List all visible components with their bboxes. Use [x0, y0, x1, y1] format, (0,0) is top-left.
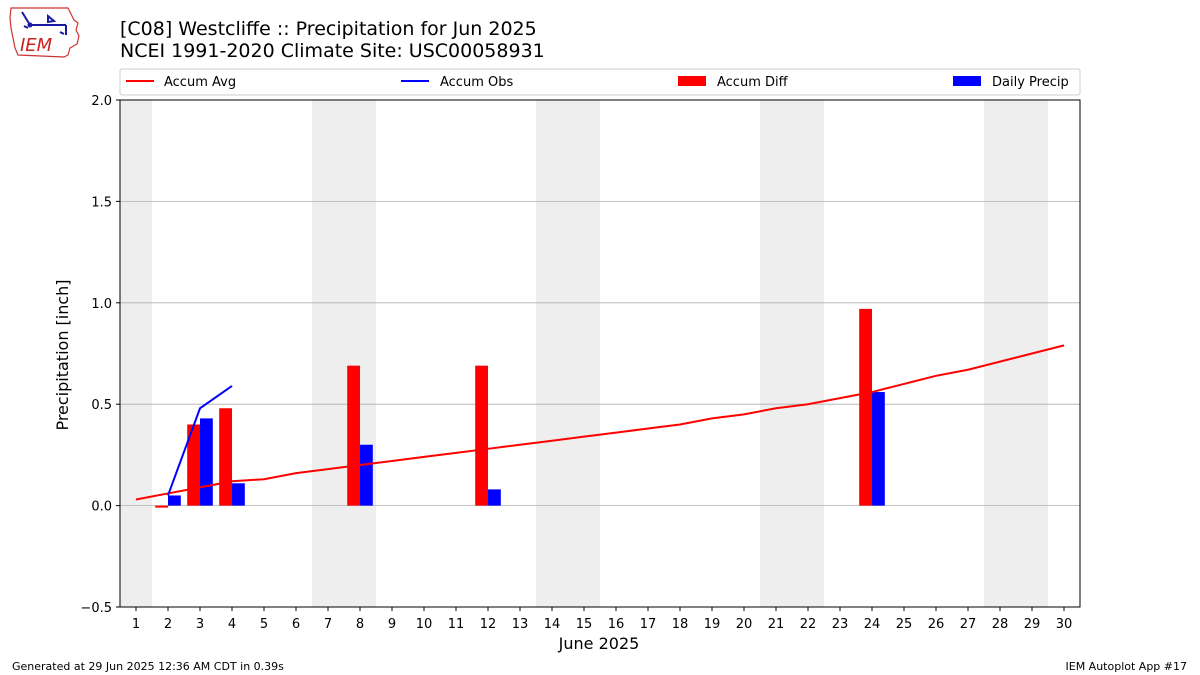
- x-tick-label: 10: [416, 617, 433, 632]
- accum-diff-bar: [859, 308, 872, 506]
- logo-text: IEM: [20, 35, 53, 56]
- x-tick-label: 13: [512, 617, 529, 632]
- x-tick-label: 27: [960, 617, 977, 632]
- x-tick-label: 7: [324, 617, 332, 632]
- x-tick-label: 3: [196, 617, 204, 632]
- weekend-band-2: [536, 100, 600, 607]
- y-tick-label: −0.5: [80, 601, 112, 616]
- x-tick-label: 30: [1056, 617, 1073, 632]
- x-axis-label: June 2025: [558, 634, 640, 653]
- daily-precip-bar: [872, 392, 885, 506]
- weekend-bands: [120, 100, 1048, 607]
- legend: Accum Avg Accum Obs Accum Diff Daily Pre…: [119, 68, 1081, 96]
- x-tick-label: 24: [864, 617, 881, 632]
- accum-obs-line: [167, 385, 233, 496]
- vane-hub-icon: [27, 22, 33, 28]
- x-tick-label: 8: [356, 617, 364, 632]
- x-tick-label: 23: [832, 617, 849, 632]
- y-tick-label: 2.0: [91, 94, 112, 109]
- weekend-band-4: [984, 100, 1048, 607]
- x-tick-label: 21: [768, 617, 785, 632]
- daily-precip-bar: [488, 489, 501, 506]
- plot-frame: [119, 99, 1081, 608]
- daily-precip-bar: [168, 495, 181, 506]
- app-credit: IEM Autoplot App #17: [1065, 660, 1188, 673]
- y-axis-label: Precipitation [inch]: [53, 279, 72, 430]
- x-tick-label: 17: [640, 617, 657, 632]
- legend-swatch-accum-diff: [678, 76, 706, 86]
- legend-swatch-daily-precip: [953, 76, 981, 86]
- legend-label-accum-diff: Accum Diff: [717, 75, 789, 90]
- accum-diff-bar: [187, 424, 200, 506]
- x-tick-label: 15: [576, 617, 593, 632]
- y-tick-label: 1.0: [91, 297, 112, 312]
- legend-label-accum-obs: Accum Obs: [440, 75, 513, 90]
- legend-label-accum-avg: Accum Avg: [164, 75, 236, 90]
- daily-precip-bar: [232, 483, 245, 506]
- x-tick-label: 1: [132, 617, 140, 632]
- x-tick-label: 9: [388, 617, 396, 632]
- accum-diff-bar: [155, 505, 168, 508]
- accum-diff-bar: [347, 365, 360, 506]
- weekend-band-0: [120, 100, 152, 607]
- iem-logo: IEM: [8, 6, 80, 62]
- x-tick-label: 11: [448, 617, 465, 632]
- x-tick-label: 6: [292, 617, 300, 632]
- y-tick-label: 1.5: [91, 195, 112, 210]
- x-tick-label: 5: [260, 617, 268, 632]
- legend-label-daily-precip: Daily Precip: [992, 75, 1069, 90]
- generated-timestamp: Generated at 29 Jun 2025 12:36 AM CDT in…: [12, 660, 284, 673]
- x-tick-label: 20: [736, 617, 753, 632]
- bars: [155, 308, 885, 508]
- x-tick-label: 4: [228, 617, 236, 632]
- y-tick-label: 0.0: [91, 500, 112, 515]
- x-tick-label: 22: [800, 617, 817, 632]
- daily-precip-bar: [200, 418, 213, 506]
- x-tick-label: 2: [164, 617, 172, 632]
- x-tick-label: 25: [896, 617, 913, 632]
- x-tick-label: 26: [928, 617, 945, 632]
- x-tick-label: 16: [608, 617, 625, 632]
- accum-avg-line: [135, 344, 1065, 501]
- chart-subtitle: NCEI 1991-2020 Climate Site: USC00058931: [120, 40, 545, 62]
- series-lines: [135, 344, 1065, 501]
- x-tick-label: 28: [992, 617, 1009, 632]
- axis-ticks: −0.50.00.51.01.52.01 2 3 4 5 6 7 8 9 10 11 12 13 14 15…: [80, 94, 1072, 632]
- chart-title: [C08] Westcliffe :: Precipitation for Ju…: [120, 18, 537, 40]
- x-tick-label: 19: [704, 617, 721, 632]
- weather-vane-icon: [21, 11, 67, 35]
- weekend-band-3: [760, 100, 824, 607]
- x-tick-label: 18: [672, 617, 689, 632]
- weekend-band-1: [312, 100, 376, 607]
- legend-box: [119, 68, 1081, 96]
- accum-diff-bar: [475, 365, 488, 506]
- daily-precip-bar: [360, 444, 373, 506]
- x-tick-label: 12: [480, 617, 497, 632]
- x-tick-label: 29: [1024, 617, 1041, 632]
- y-tick-label: 0.5: [91, 398, 112, 413]
- accum-diff-bar: [219, 408, 232, 506]
- x-tick-label: 14: [544, 617, 561, 632]
